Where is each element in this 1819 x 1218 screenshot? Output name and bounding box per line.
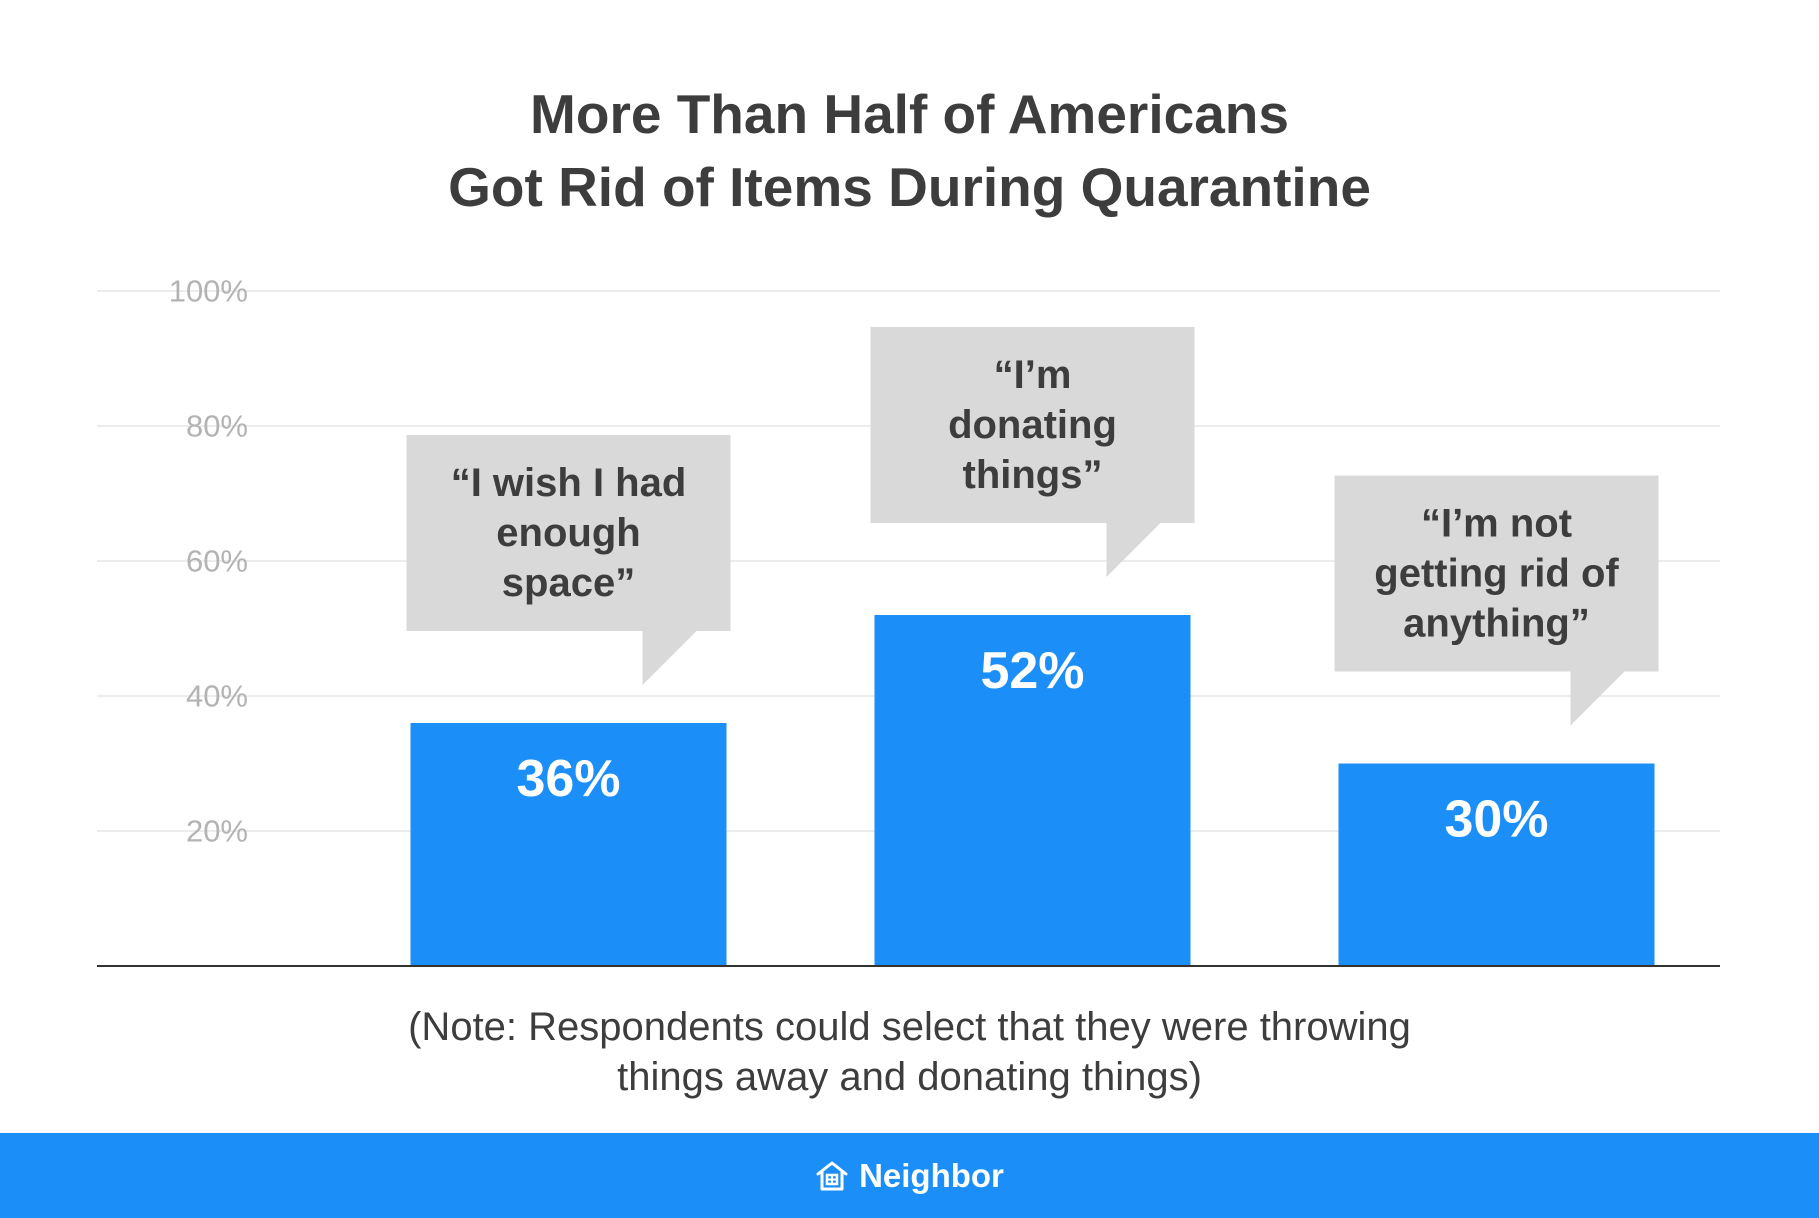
house-icon: [816, 1161, 848, 1190]
category-label-1-line-2: enough: [496, 511, 640, 555]
category-label-1-line-1: “I wish I had: [451, 461, 687, 505]
category-label-2-line-3: things”: [963, 453, 1103, 497]
y-tick-label-20: 20%: [186, 814, 248, 849]
chart-title-line-2: Got Rid of Items During Quarantine: [448, 156, 1371, 218]
callout-bubble-3: [1334, 475, 1659, 726]
brand-name: Neighbor: [859, 1156, 1004, 1194]
category-label-2-line-2: donating: [948, 403, 1117, 447]
bar-3: [1338, 763, 1655, 966]
bar-value-label-2: 52%: [980, 642, 1084, 700]
chart-note-line-1: (Note: Respondents could select that the…: [408, 1005, 1411, 1049]
category-label-3-line-3: anything”: [1403, 602, 1590, 646]
y-tick-label-80: 80%: [186, 409, 248, 444]
category-label-3-line-1: “I’m not: [1421, 502, 1572, 546]
bar-value-label-1: 36%: [516, 750, 620, 808]
bar-1: [410, 723, 727, 966]
bar-value-label-3: 30%: [1444, 791, 1548, 849]
bar-chart: 20% 40% 60% 80% 100% 36% “I wish I had enough sp…: [97, 274, 1720, 967]
chart-title-line-1: More Than Half of Americans: [530, 83, 1289, 145]
callout-bubble-1: [406, 435, 731, 685]
brand-logo[interactable]: Neighbor: [0, 1133, 1819, 1218]
chart-note: (Note: Respondents could select that the…: [0, 1002, 1819, 1102]
footer-bar: Neighbor: [0, 1133, 1819, 1218]
category-label-2-line-1: “I’m: [994, 353, 1072, 397]
y-tick-label-40: 40%: [186, 679, 248, 714]
y-tick-label-60: 60%: [186, 544, 248, 579]
y-tick-label-100: 100%: [169, 274, 248, 309]
category-label-1-line-3: space”: [502, 561, 635, 605]
callout-bubble-2: [870, 327, 1195, 577]
category-label-3-line-2: getting rid of: [1374, 552, 1619, 596]
bar-2: [874, 615, 1191, 966]
chart-note-line-2: things away and donating things): [617, 1055, 1202, 1099]
chart-title: More Than Half of Americans Got Rid of I…: [0, 78, 1819, 224]
